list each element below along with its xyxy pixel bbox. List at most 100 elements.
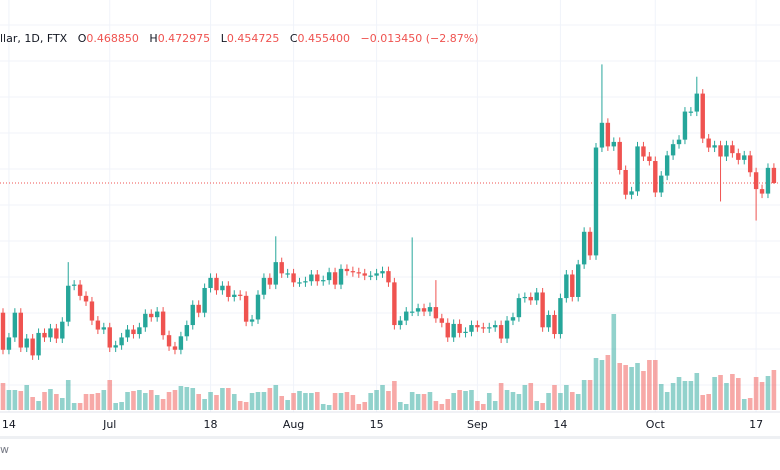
volume-bar: [623, 365, 628, 410]
candle-up: [208, 277, 213, 288]
volume-bar: [83, 394, 89, 410]
candle-up: [576, 264, 581, 297]
volume-bar: [753, 377, 759, 410]
x-tick-label: Oct: [646, 418, 666, 431]
time-axis[interactable]: 14 Jul 18 Aug 15 Sep 14 Oct 17: [2, 418, 763, 431]
candle-down: [570, 274, 575, 297]
candle-up: [338, 268, 344, 285]
candle-up: [510, 317, 516, 321]
volume-bars: [0, 314, 777, 410]
candle-up: [380, 271, 385, 274]
candle-down: [653, 161, 658, 193]
symbol-label[interactable]: llar, 1D, FTX: [0, 32, 68, 45]
volume-bar: [255, 392, 261, 410]
volume-bar: [0, 383, 6, 410]
candle-up: [688, 111, 694, 113]
candle-up: [125, 329, 130, 338]
price-chart[interactable]: 14 Jul 18 Aug 15 Sep 14 Oct 17: [0, 0, 780, 436]
candle-up: [463, 331, 468, 333]
volume-bar: [641, 371, 646, 410]
candle-up: [451, 323, 456, 338]
volume-bar: [184, 387, 190, 410]
volume-bar: [587, 380, 593, 410]
volume-bar: [682, 381, 688, 410]
volume-bar: [89, 394, 95, 410]
candle-up: [724, 145, 729, 157]
volume-bar: [569, 392, 575, 410]
volume-bar: [700, 395, 706, 410]
volume-bar: [445, 399, 451, 410]
candle-down: [759, 189, 765, 194]
volume-bar: [178, 386, 184, 410]
volume-bar: [534, 401, 539, 410]
volume-bar: [392, 381, 397, 410]
volume-bar: [172, 390, 178, 410]
volume-bar: [297, 391, 302, 410]
candle-up: [694, 93, 700, 112]
volume-bar: [291, 393, 296, 410]
grid-lines: [0, 0, 780, 413]
volume-bar: [653, 360, 658, 410]
volume-bar: [332, 393, 338, 410]
candle-up: [326, 272, 332, 281]
candle-down: [214, 277, 219, 291]
candle-down: [267, 277, 273, 285]
ohlc-legend: llar, 1D, FTX O0.468850 H0.472975 L0.454…: [0, 32, 478, 45]
candle-down: [457, 323, 462, 333]
candle-down: [439, 318, 445, 323]
volume-bar: [54, 394, 59, 410]
volume-bar: [528, 383, 534, 410]
volume-bar: [231, 394, 237, 410]
candle-down: [736, 153, 741, 160]
candle-down: [386, 271, 391, 283]
candle-up: [119, 337, 124, 346]
volume-bar: [202, 399, 207, 410]
candle-up: [635, 146, 640, 192]
volume-bar: [403, 404, 409, 410]
volume-bar: [439, 404, 445, 410]
candle-up: [220, 285, 225, 291]
volume-bar: [226, 388, 231, 410]
x-tick-label: 18: [204, 418, 218, 431]
volume-bar: [196, 394, 201, 410]
volume-bar: [540, 403, 545, 410]
volume-bar: [374, 390, 379, 410]
candle-up: [143, 313, 148, 328]
high-label: H: [149, 32, 158, 45]
volume-bar: [190, 388, 196, 410]
candle-down: [30, 338, 35, 356]
volume-bar: [736, 378, 741, 410]
candle-down: [226, 285, 231, 297]
candle-down: [362, 273, 367, 276]
volume-bar: [48, 389, 53, 410]
candle-up: [469, 325, 474, 332]
candle-down: [166, 335, 172, 347]
candle-down: [617, 141, 622, 170]
volume-bar: [137, 390, 142, 410]
volume-bar: [131, 391, 136, 410]
volume-bar: [427, 392, 433, 410]
volume-bar: [730, 374, 735, 410]
candle-down: [18, 312, 23, 348]
candle-up: [12, 312, 18, 338]
candle-up: [60, 321, 65, 339]
brand-watermark: w: [0, 443, 9, 456]
volume-bar: [635, 363, 640, 410]
candle-up: [492, 325, 498, 328]
change-value: −0.013450 (−2.87%): [360, 32, 479, 45]
candle-down: [475, 325, 480, 328]
volume-bar: [309, 393, 314, 410]
volume-bar: [166, 392, 172, 410]
close-label: C: [289, 32, 298, 45]
candle-up: [581, 231, 587, 265]
candle-down: [433, 307, 439, 319]
volume-bar: [581, 380, 587, 410]
candle-up: [190, 304, 195, 326]
volume-bar: [605, 355, 611, 410]
candle-down: [83, 295, 89, 302]
volume-bar: [279, 396, 285, 410]
axis-divider: [0, 436, 780, 439]
candle-up: [202, 287, 207, 313]
candle-down: [350, 271, 356, 273]
candle-up: [659, 175, 664, 193]
